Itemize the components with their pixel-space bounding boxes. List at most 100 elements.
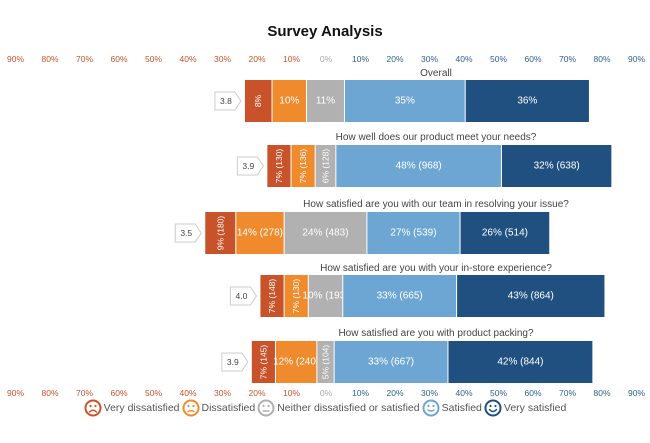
bottom-axis-tick: 80% [41,388,58,398]
segment-label: 7% (136) [298,149,308,184]
segment-label: 10% [279,96,299,107]
segment-label: 6% (128) [321,149,331,184]
segment-label: 48% (968) [396,161,442,172]
bar-segment [317,341,334,383]
bottom-axis-tick: 50% [490,388,507,398]
bar-segment [448,341,593,383]
bar-segment [367,212,460,254]
top-axis-tick: 30% [214,54,231,64]
segment-label: 42% (844) [497,357,543,368]
bar-segment [272,80,307,122]
segment-label: 26% (514) [482,228,528,239]
segment-label: 36% [517,96,537,107]
bottom-axis: 90% 80% 70% 60% 50% 40% 30% 20% 10% 0% 10% 20% 30% 40… [7,388,645,398]
top-axis-tick: 30% [421,54,438,64]
bar-segment [291,145,315,187]
bar-segment [457,275,605,317]
survey-row: 7% (145) 12% (240) 5% (104) 33% (667) 42% (8… [221,328,593,383]
question-label: How satisfied are you with product packi… [338,328,534,339]
legend: Very dissatisfied Dissatisfied Neither dis… [0,399,650,417]
top-axis-tick: 10% [352,54,369,64]
bar-segment [315,145,336,187]
legend-label: Satisfied [441,402,482,414]
satisfied-face-icon [422,399,440,417]
legend-item: Very dissatisfied [84,399,180,417]
survey-row: 9% (180) 14% (278) 24% (483) 27% (539) 26% (… [174,199,569,254]
top-axis-tick: 10% [283,54,300,64]
bottom-axis-tick: 90% [7,388,24,398]
top-axis-tick: 50% [490,54,507,64]
bottom-axis-tick: 20% [386,388,403,398]
segment-label: 33% (665) [377,291,423,302]
top-axis-tick: 40% [179,54,196,64]
legend-label: Very dissatisfied [103,402,180,414]
question-label: Overall [420,68,452,79]
mean-score: 3.9 [242,161,254,171]
question-label: How satisfied are you with our team in r… [303,199,569,210]
segment-label: 9% (180) [215,216,225,251]
legend-label: Dissatisfied [201,402,256,414]
neutral-face-icon [257,399,275,417]
very-dissatisfied-face-icon [84,399,102,417]
top-axis-tick: 90% [7,54,24,64]
top-axis-tick: 40% [455,54,472,64]
segment-label: 12% (240) [273,357,319,368]
score-tag [236,156,264,176]
chart-rows: 8% 10% 11% 35% 36% Overall 3.8 7% (130) 7% (136)… [174,68,612,383]
segment-label: 7% (145) [258,345,268,380]
question-label: How satisfied are you with your in-store… [320,263,552,274]
legend-label: Very satisfied [503,402,567,414]
legend-item: Dissatisfied [182,399,256,417]
top-axis-tick: 50% [145,54,162,64]
bar-segment [344,80,465,122]
very-satisfied-face-icon [484,399,502,417]
bar-segment [205,212,236,254]
bottom-axis-tick: 70% [76,388,93,398]
bottom-axis-tick: 0% [320,388,333,398]
survey-row: 7% (130) 7% (136) 6% (128) 48% (968) 32% (63… [236,132,612,187]
bar-segment [465,80,589,122]
segment-label: 7% (148) [267,279,277,314]
bottom-axis-tick: 30% [214,388,231,398]
segment-label: 5% (104) [321,345,331,380]
segment-label: 24% (483) [302,228,348,239]
mean-score: 4.0 [236,291,248,301]
segment-label: 11% [316,96,335,107]
bottom-axis-tick: 50% [145,388,162,398]
score-tag [229,286,258,306]
bottom-axis-tick: 60% [110,388,127,398]
top-axis-tick: 80% [41,54,58,64]
top-axis-tick: 90% [628,54,645,64]
bottom-axis-tick: 80% [593,388,610,398]
mean-score: 3.8 [220,96,232,106]
bar-segment [460,212,550,254]
bar-segment [501,145,612,187]
top-axis-tick: 80% [593,54,610,64]
bar-segment [334,341,448,383]
segment-label: 35% [395,96,415,107]
question-label: How well does our product meet your need… [336,132,537,143]
survey-row: 7% (148) 7% (130) 10% (193) 33% (665) 43% (8… [229,263,605,317]
segment-label: 33% (667) [368,357,414,368]
bottom-axis-tick: 60% [524,388,541,398]
bar-segment [284,212,367,254]
bar-segment [336,145,501,187]
top-axis-tick: 60% [110,54,127,64]
segment-label: 27% (539) [390,228,436,239]
bottom-axis-tick: 30% [421,388,438,398]
bottom-axis-tick: 10% [352,388,369,398]
legend-item: Very satisfied [484,399,566,417]
bar-segment [267,145,291,187]
bottom-axis-tick: 40% [455,388,472,398]
top-axis-tick: 20% [248,54,265,64]
survey-row: 8% 10% 11% 35% 36% Overall 3.8 [214,68,589,122]
top-axis-tick: 20% [386,54,403,64]
segment-label: 14% (278) [237,228,283,239]
bottom-axis-tick: 90% [628,388,645,398]
chart-title: Survey Analysis [267,23,382,40]
bar-segment [343,275,457,317]
segment-label: 43% (864) [508,291,554,302]
top-axis-tick: 60% [524,54,541,64]
bar-segment [260,275,284,317]
